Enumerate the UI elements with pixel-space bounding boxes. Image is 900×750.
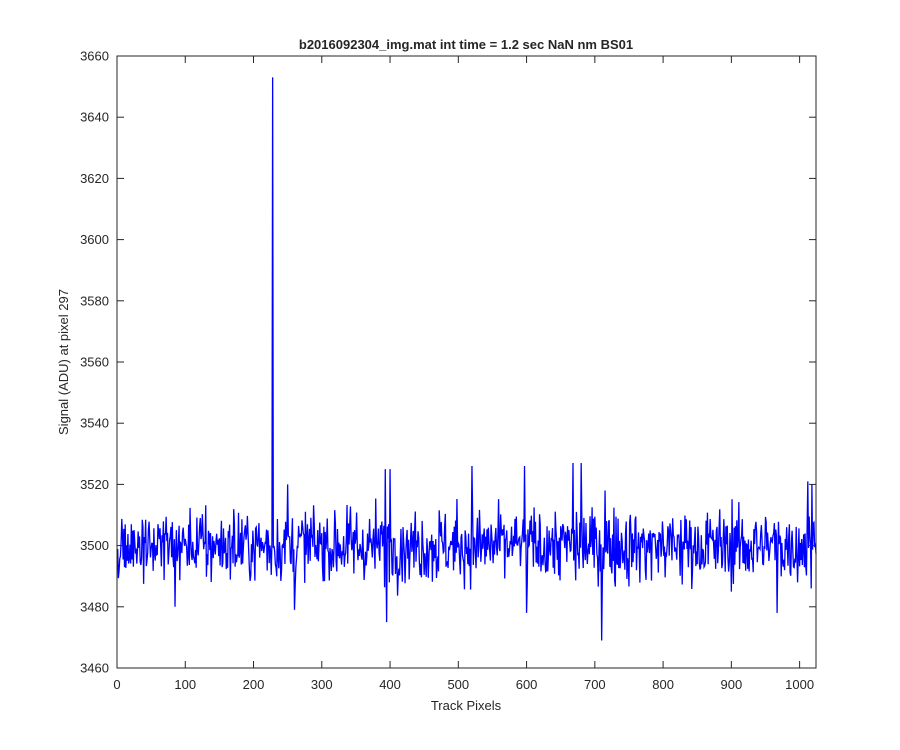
x-tick-label: 500: [447, 677, 469, 692]
series-line: [117, 77, 817, 641]
y-tick-label: 3580: [80, 293, 109, 308]
x-tick-label: 1000: [785, 677, 814, 692]
x-tick-label: 300: [311, 677, 333, 692]
y-tick-label: 3660: [80, 49, 109, 64]
y-ticks: 3460 3480 3500 3520 3540 3560 3580 3600 3620 3640…: [80, 49, 816, 676]
y-tick-label: 3640: [80, 110, 109, 125]
x-tick-label: 800: [652, 677, 674, 692]
y-tick-label: 3520: [80, 477, 109, 492]
y-tick-label: 3500: [80, 538, 109, 553]
x-tick-label: 700: [584, 677, 606, 692]
y-tick-label: 3540: [80, 416, 109, 431]
x-ticks: 0 100 200 300 400 500 600 700 800 900 1000: [113, 56, 814, 692]
x-axis-label: Track Pixels: [431, 698, 502, 713]
x-tick-label: 100: [174, 677, 196, 692]
x-tick-label: 0: [113, 677, 120, 692]
x-tick-label: 900: [721, 677, 743, 692]
y-tick-label: 3460: [80, 661, 109, 676]
x-tick-label: 200: [243, 677, 265, 692]
chart-title: b2016092304_img.mat int time = 1.2 sec N…: [299, 37, 633, 52]
y-tick-label: 3480: [80, 599, 109, 614]
x-tick-label: 400: [379, 677, 401, 692]
y-tick-label: 3600: [80, 232, 109, 247]
y-axis-label: Signal (ADU) at pixel 297: [56, 289, 71, 435]
y-tick-label: 3560: [80, 355, 109, 370]
y-tick-label: 3620: [80, 171, 109, 186]
plot-area: [117, 56, 816, 668]
x-tick-label: 600: [516, 677, 538, 692]
series-group: [117, 77, 817, 641]
